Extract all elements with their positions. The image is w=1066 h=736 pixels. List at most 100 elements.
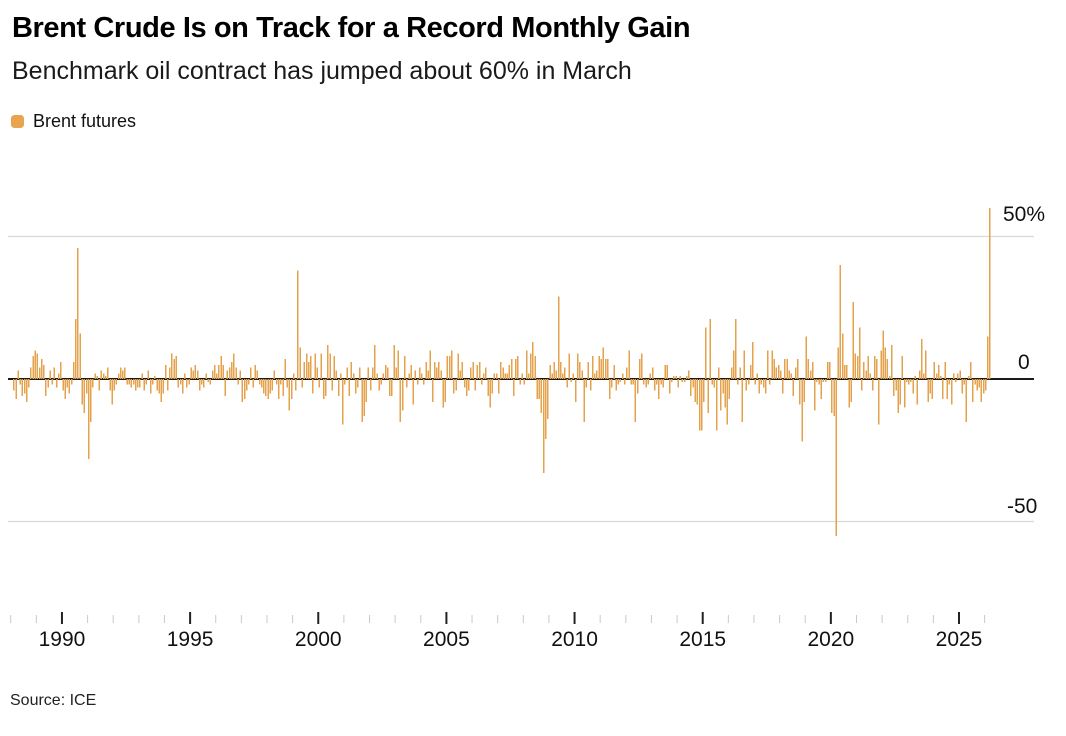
bar [284,359,286,379]
bar [465,379,468,397]
bar [43,364,45,379]
bar [391,379,393,397]
bar [784,359,786,379]
bar [940,376,942,379]
bar [32,356,34,379]
bar [15,379,17,399]
bar [933,361,936,379]
bar [688,370,690,379]
bar [920,339,923,379]
bar [566,379,568,388]
bar [797,359,799,379]
bar [574,379,577,402]
bar [335,370,338,379]
bar [673,376,675,379]
bar [474,379,476,391]
bar [564,367,566,379]
bar [444,379,447,402]
bar [100,370,103,379]
bar [267,379,269,399]
bar [760,379,763,385]
bar [342,379,344,425]
bar [134,379,137,391]
x-axis-label-2000: 2000 [294,628,342,651]
bar [963,379,966,385]
bar [361,379,363,422]
bar [579,361,581,379]
bar [324,379,327,397]
bar [730,367,733,379]
bar [901,356,904,379]
bar [237,379,239,385]
bar [515,359,517,379]
x-axis-label-2005: 2005 [423,628,470,651]
bar [720,379,722,411]
bar [188,379,190,385]
x-axis-label-2020: 2020 [807,628,855,651]
bar [401,379,404,411]
bar [252,379,254,388]
bar [448,356,451,379]
bar [658,379,660,399]
bar [626,367,628,379]
bar [389,379,391,397]
bar [649,373,652,379]
bar [49,370,51,379]
bar [908,379,910,385]
bar [25,379,28,402]
bar [485,367,487,379]
bar [927,379,929,402]
bar [350,361,353,379]
bar [318,379,321,388]
chart-title: Brent Crude Is on Track for a Record Mon… [12,12,691,44]
bar [711,379,714,385]
bar [660,379,662,385]
bar [839,265,842,379]
bar [497,379,500,394]
bar [826,361,829,379]
bar [557,296,560,379]
bar [952,373,955,379]
bar [886,359,889,379]
bar [989,208,991,379]
bar [472,361,474,379]
bar [320,353,323,379]
bar [732,350,735,379]
bar [305,353,308,379]
bar [598,356,600,379]
bar [542,379,545,474]
bar [216,373,218,379]
bar [696,379,699,405]
bar [19,379,22,385]
bar [250,367,252,379]
bar [40,359,43,379]
bar [470,367,472,379]
bar [843,364,846,379]
bar [961,379,963,394]
bar [814,379,816,411]
bar [393,344,395,379]
bar [946,379,949,399]
bar [13,379,15,391]
bar [141,373,143,379]
bar [337,379,340,397]
bar [21,379,24,397]
bar [408,373,410,379]
bar [457,353,459,379]
bar [577,353,579,379]
bar [846,364,848,379]
bar [478,361,481,379]
bar [547,379,549,419]
bar [747,379,750,385]
bar [758,379,761,394]
bar [803,379,805,402]
bar [410,364,412,379]
bar [512,379,515,397]
bar [397,350,400,379]
bar [675,376,677,379]
bar [98,379,101,391]
bar [589,379,592,391]
legend-swatch-icon [11,114,24,128]
bar [510,359,513,379]
